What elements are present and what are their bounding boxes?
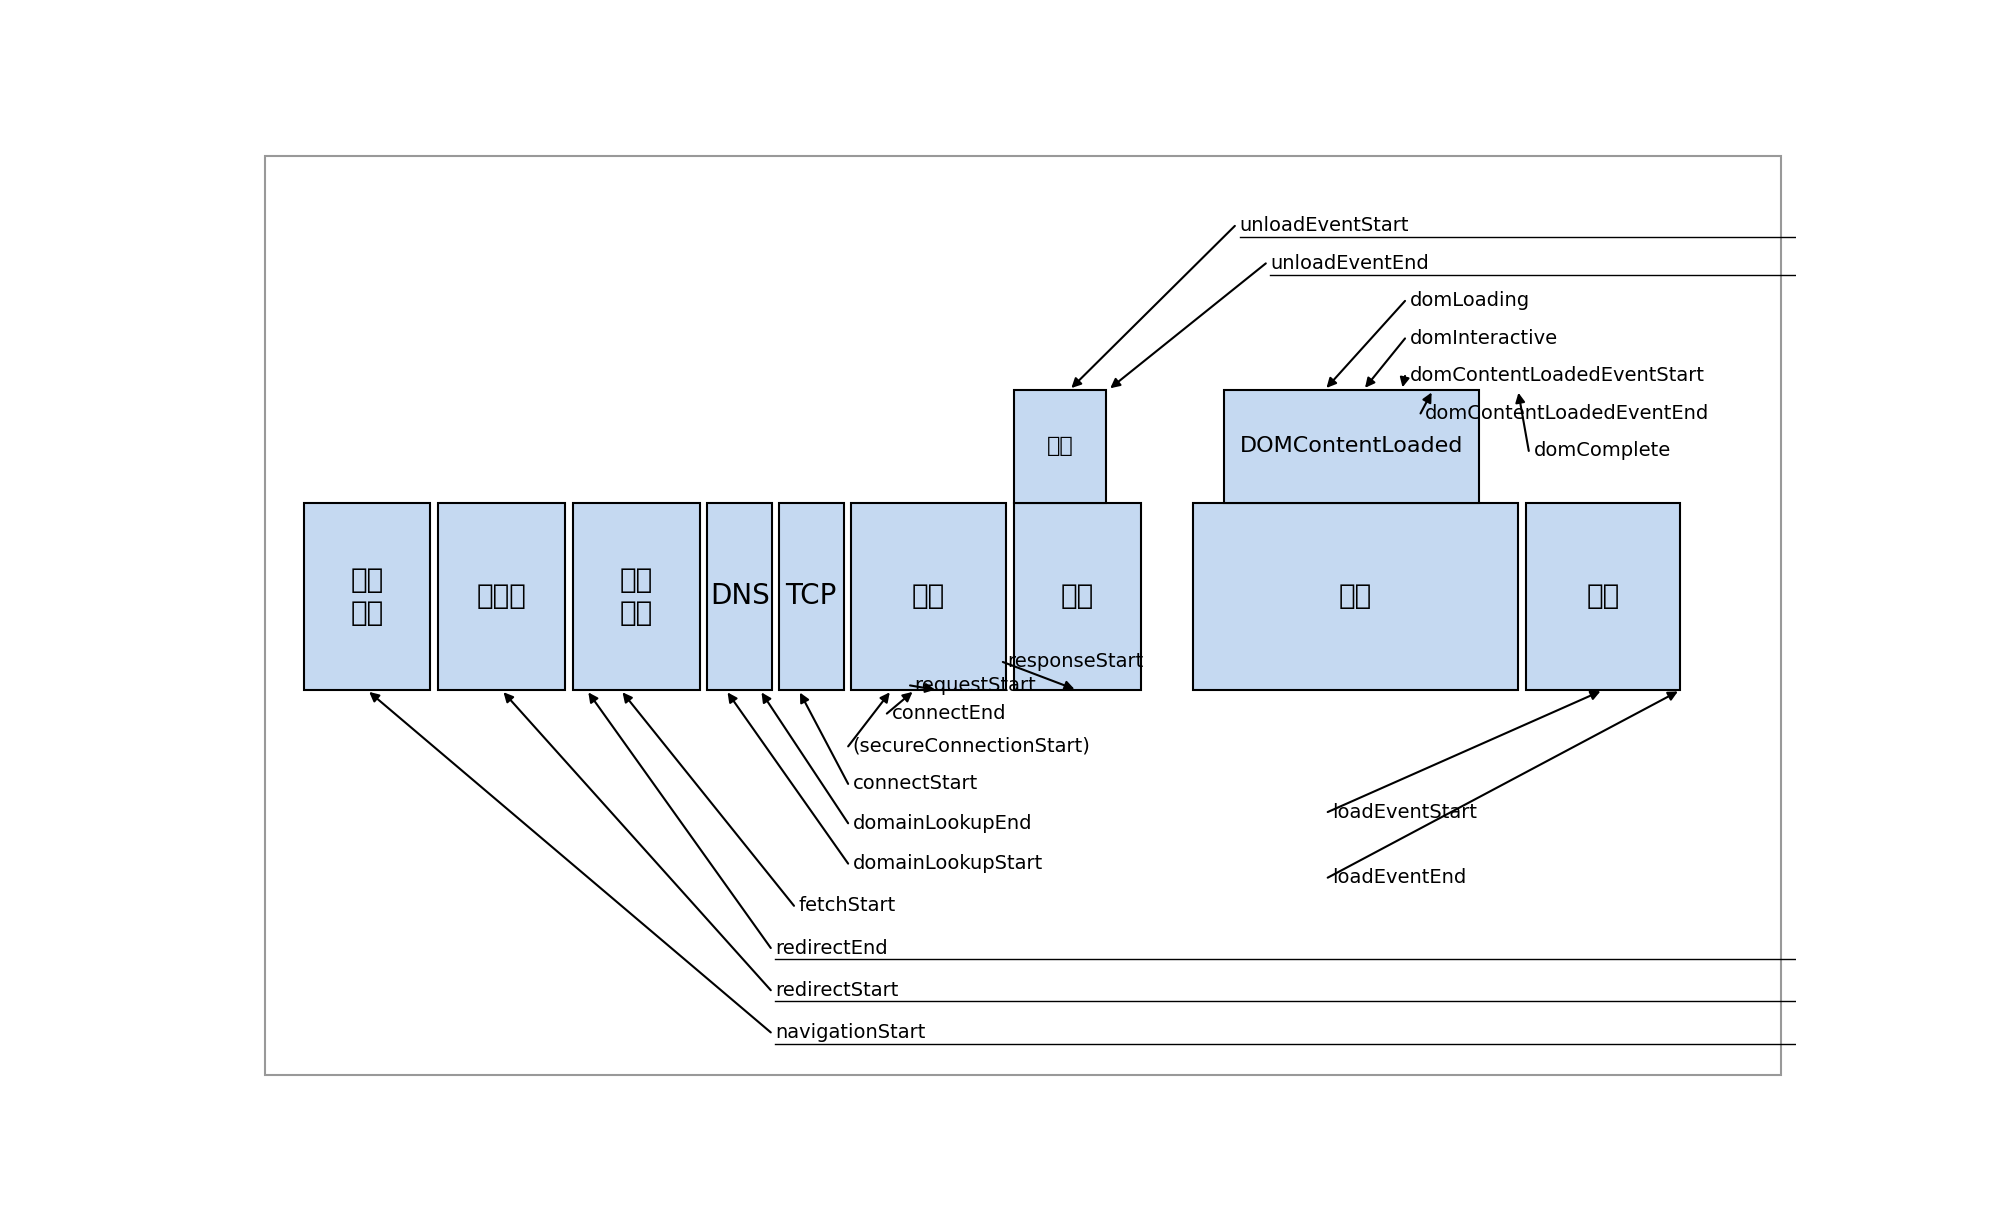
Text: 重定向: 重定向 [477, 582, 527, 610]
Text: unloadEventStart: unloadEventStart [1240, 217, 1409, 235]
Bar [573, 503, 701, 691]
Bar [778, 503, 844, 691]
Bar [707, 503, 772, 691]
Bar [1194, 503, 1517, 691]
Text: domInteractive: domInteractive [1409, 329, 1557, 348]
Text: 请求: 请求 [912, 582, 946, 610]
Text: domainLookupEnd: domainLookupEnd [852, 814, 1032, 833]
Text: redirectStart: redirectStart [774, 980, 898, 1000]
Text: DNS: DNS [711, 582, 770, 610]
Text: 提示
卸载: 提示 卸载 [351, 566, 383, 626]
Text: redirectEnd: redirectEnd [774, 939, 888, 957]
Text: domContentLoadedEventStart: domContentLoadedEventStart [1409, 367, 1705, 385]
Bar [1525, 503, 1681, 691]
Text: loadEventEnd: loadEventEnd [1331, 868, 1467, 887]
Bar [850, 503, 1006, 691]
Text: TCP: TCP [784, 582, 836, 610]
Text: 加载: 加载 [1587, 582, 1619, 610]
Text: responseStart: responseStart [1008, 653, 1144, 671]
Text: domLoading: domLoading [1409, 291, 1529, 311]
Text: 卸载: 卸载 [1046, 436, 1074, 457]
Text: (secureConnectionStart): (secureConnectionStart) [852, 737, 1090, 756]
Text: domContentLoadedEventEnd: domContentLoadedEventEnd [1425, 404, 1709, 423]
Bar [439, 503, 565, 691]
Bar [1224, 390, 1479, 503]
Text: domComplete: domComplete [1533, 441, 1671, 460]
Bar [1014, 390, 1106, 503]
Text: 应用
缓存: 应用 缓存 [619, 566, 653, 626]
Text: unloadEventEnd: unloadEventEnd [1271, 253, 1429, 273]
Text: DOMContentLoaded: DOMContentLoaded [1240, 436, 1463, 457]
Bar [1014, 503, 1140, 691]
Text: connectEnd: connectEnd [892, 704, 1006, 723]
Text: 处理: 处理 [1339, 582, 1371, 610]
Text: connectStart: connectStart [852, 775, 978, 793]
Text: navigationStart: navigationStart [774, 1023, 926, 1041]
Text: 响应: 响应 [1060, 582, 1094, 610]
Text: domainLookupStart: domainLookupStart [852, 854, 1044, 873]
Text: fetchStart: fetchStart [798, 896, 896, 915]
Text: loadEventStart: loadEventStart [1331, 803, 1477, 821]
Text: requestStart: requestStart [914, 676, 1036, 695]
Bar [303, 503, 431, 691]
